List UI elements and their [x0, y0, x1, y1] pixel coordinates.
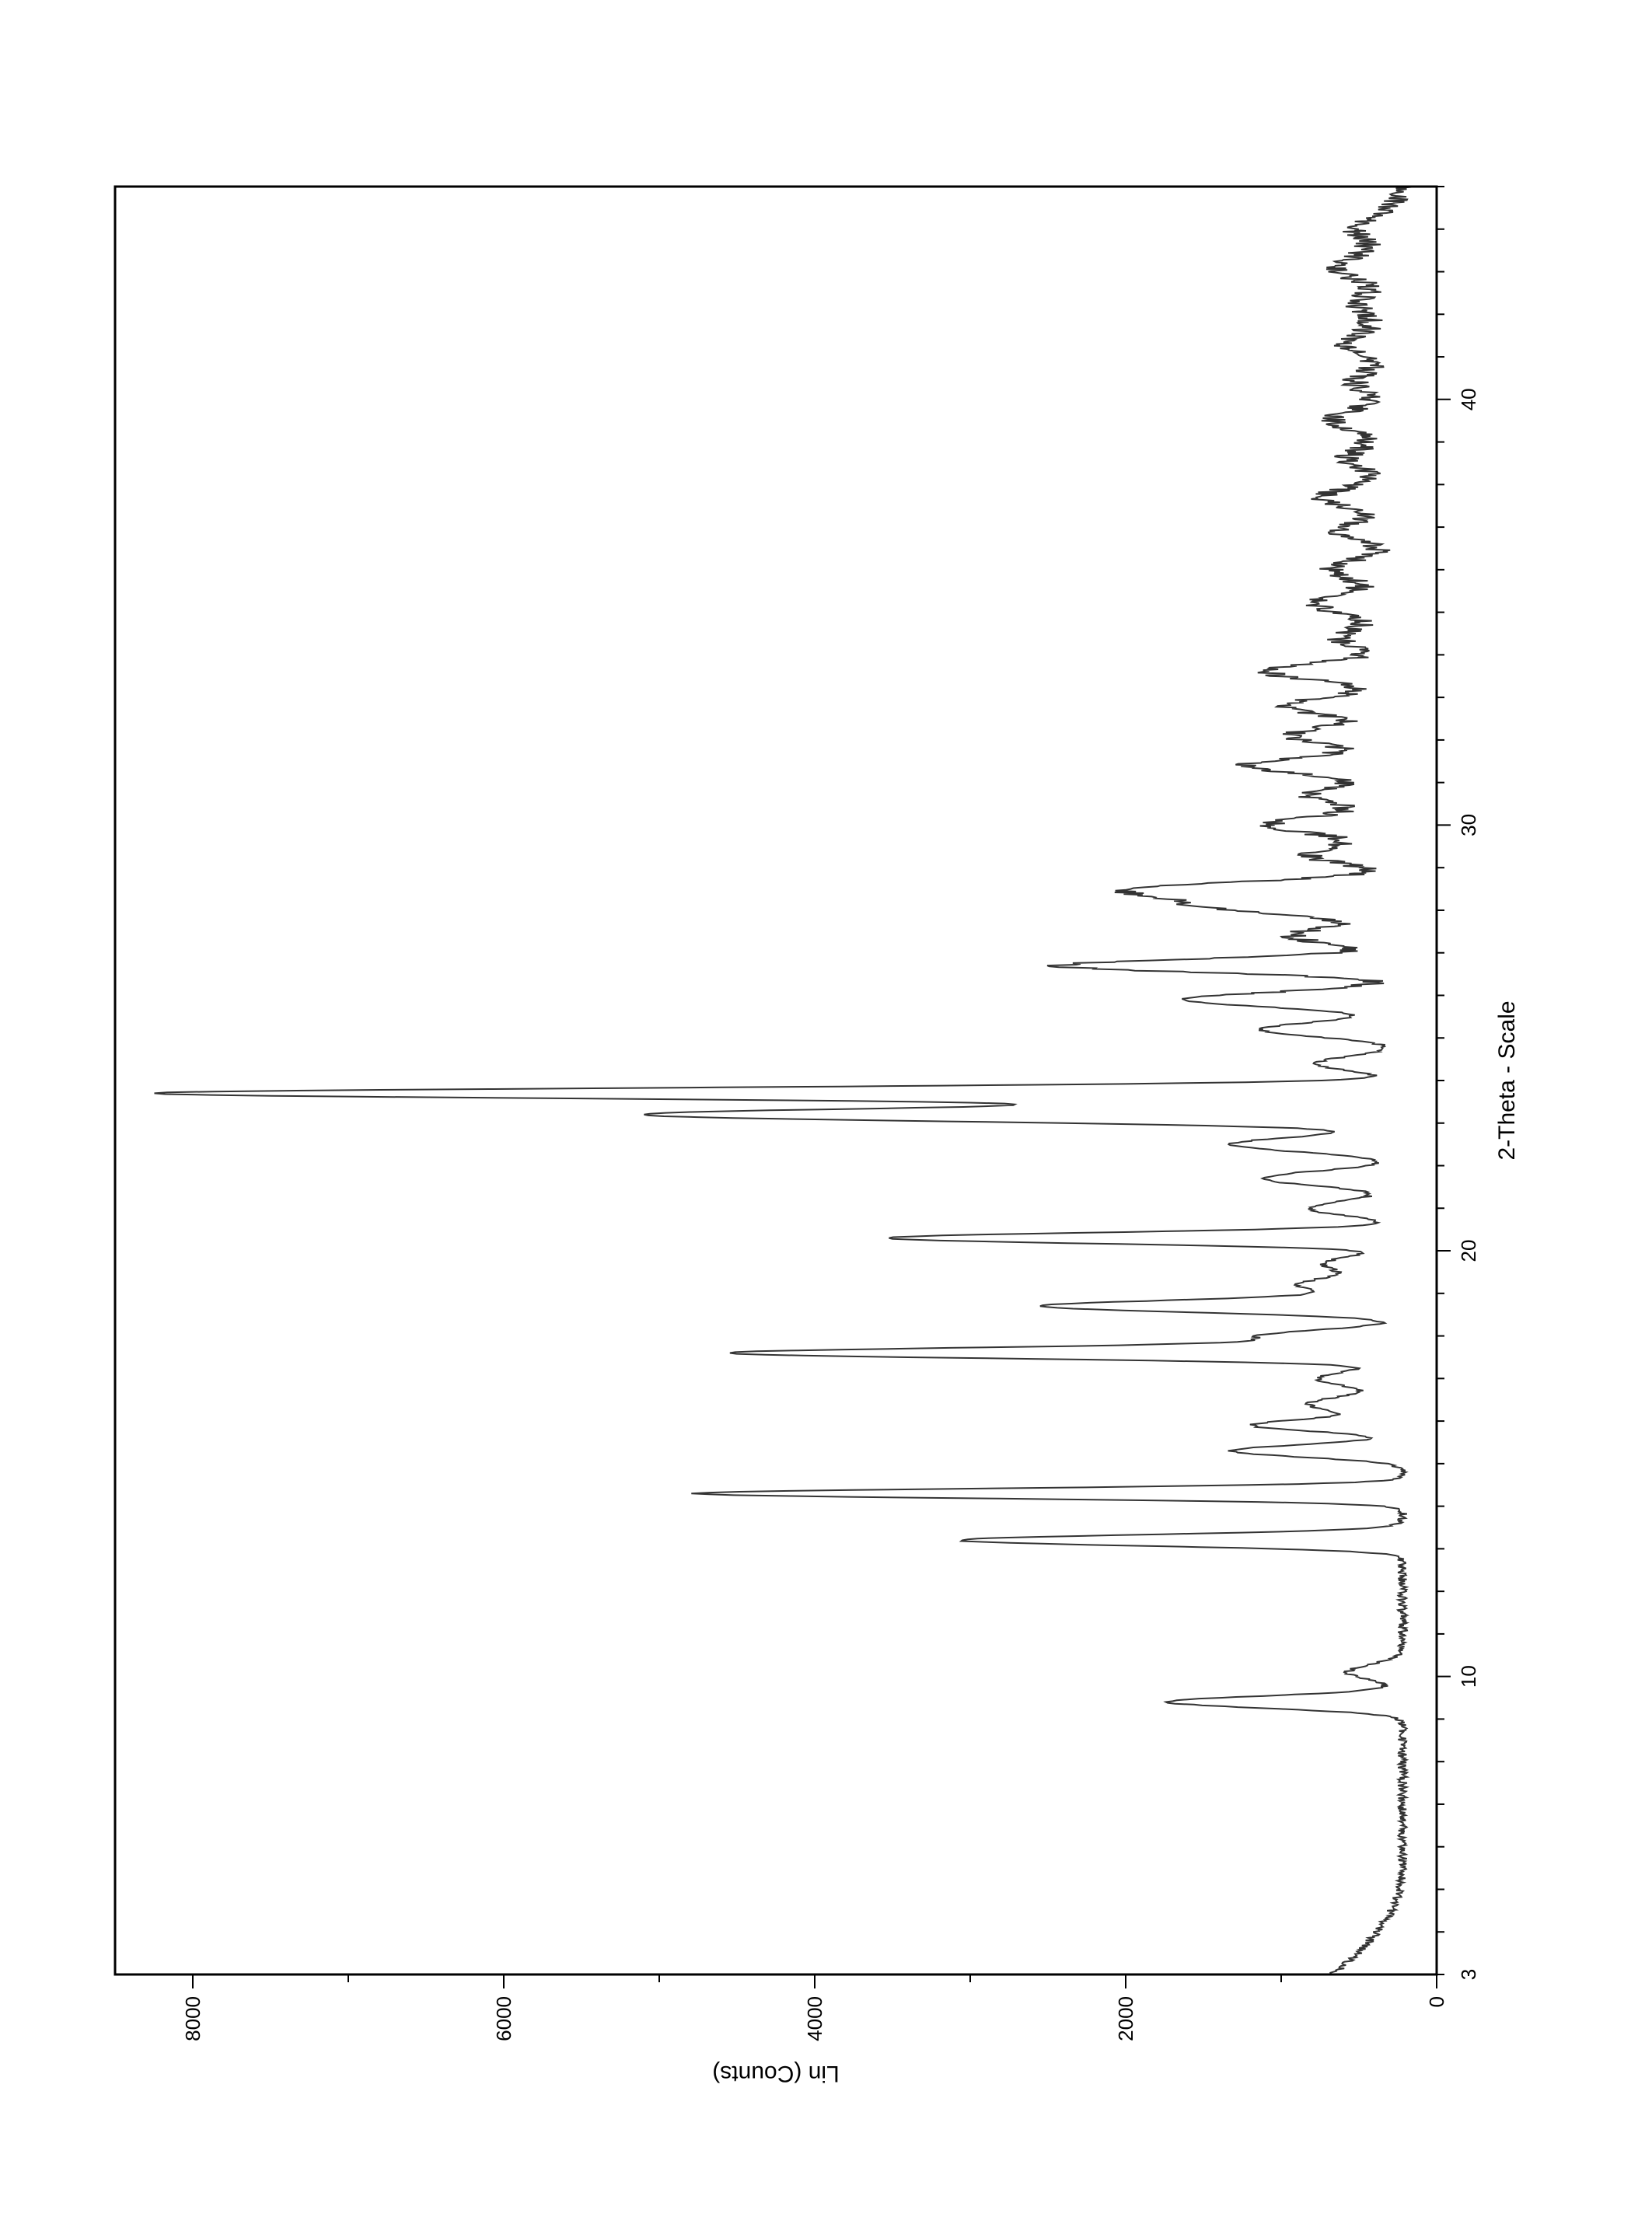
y-axis-label: Lin (Counts) [712, 2061, 839, 2086]
y-tick-label: 6000 [492, 1996, 515, 2041]
y-tick-label: 0 [1425, 1996, 1448, 2007]
x-tick-label: 30 [1457, 813, 1480, 836]
xrd-chart: 10 20 30 40 3 2-Theta - Scale 0 2000 4000 6000 800… [68, 109, 1584, 2130]
x-tick-label: 20 [1457, 1239, 1480, 1262]
page: FIG - 1 1020304032-Theta - Scale02000400… [0, 0, 1652, 2238]
y-tick-label: 4000 [803, 1996, 826, 2041]
chart-container: 10 20 30 40 3 2-Theta - Scale 0 2000 4000 6000 800… [68, 109, 1584, 2130]
y-tick-label: 2000 [1114, 1996, 1137, 2041]
y-tick-label: 8000 [181, 1996, 204, 2041]
x-tick-label: 3 [1457, 1968, 1480, 1979]
x-axis-label: 2-Theta - Scale [1494, 1000, 1520, 1160]
x-tick-label: 10 [1457, 1665, 1480, 1688]
x-tick-label: 40 [1457, 388, 1480, 410]
